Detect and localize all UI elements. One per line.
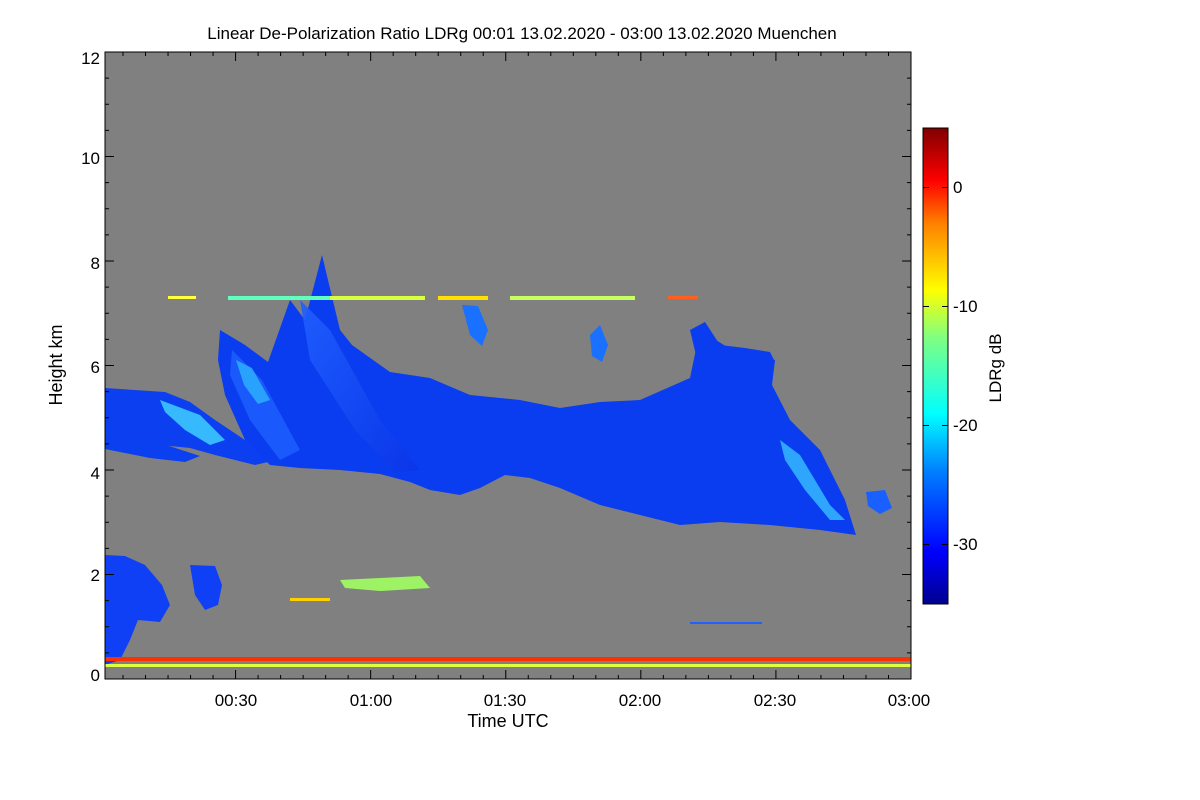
colorbar: 0 -10 -20 -30 LDRg dB <box>922 127 1005 605</box>
y-tick-label: 0 <box>91 666 100 685</box>
feature-patch-6.5km <box>462 305 488 346</box>
colorbar-tick-label: -10 <box>953 297 978 316</box>
feature-thin-layer-segment <box>168 296 196 299</box>
feature-inner-streak-cyan <box>236 360 270 404</box>
colorbar-tick-label: -30 <box>953 535 978 554</box>
feature-thin-layer-segment <box>510 296 635 300</box>
x-tick-label: 01:00 <box>350 691 393 710</box>
feature-right-top-patch <box>690 322 775 372</box>
y-tick-label: 2 <box>91 566 100 585</box>
y-tick-label: 6 <box>91 358 100 377</box>
colorbar-gradient <box>922 127 949 605</box>
feature-near-surface-band-right <box>690 622 762 624</box>
y-axis-title: Height km <box>46 324 66 405</box>
chart-title: Linear De-Polarization Ratio LDRg 00:01 … <box>207 24 836 43</box>
y-tick-label: 12 <box>81 49 100 68</box>
feature-thin-layer-segment <box>438 296 488 300</box>
feature-thin-layer-segment <box>330 296 425 300</box>
y-tick-label: 8 <box>91 254 100 273</box>
colorbar-ticks <box>923 187 948 545</box>
feature-aerosol-layer-1.8km <box>340 576 430 591</box>
y-tick-label: 10 <box>81 149 100 168</box>
feature-boundary-layer-aerosol <box>105 555 170 665</box>
x-axis-title: Time UTC <box>467 711 548 731</box>
feature-early-layer-lower-band <box>105 432 200 462</box>
x-tick-label: 00:30 <box>215 691 258 710</box>
colorbar-tick-label: -20 <box>953 416 978 435</box>
feature-right-edge-streak <box>780 440 845 520</box>
data-features <box>105 255 911 667</box>
plot-area <box>104 51 912 680</box>
feature-small-patch-3.4km <box>866 490 892 514</box>
x-tick-label: 03:00 <box>888 691 931 710</box>
y-tick-label: 4 <box>91 464 100 483</box>
colorbar-tick-label: 0 <box>953 178 962 197</box>
feature-patch-6.5km <box>590 325 608 362</box>
y-axis: 0 2 4 6 8 10 12 Height km <box>46 49 100 685</box>
x-tick-label: 01:30 <box>484 691 527 710</box>
feature-near-surface-band-low <box>105 664 911 667</box>
feature-main-ice-cloud-layer <box>218 255 856 535</box>
feature-near-surface-overlap-band <box>105 657 911 661</box>
feature-early-layer-cyan-streak <box>160 400 225 445</box>
x-tick-label: 02:00 <box>619 691 662 710</box>
feature-thin-layer-segment <box>668 296 698 299</box>
feature-thin-layer-segment <box>228 296 330 300</box>
x-tick-label: 02:30 <box>754 691 797 710</box>
feature-fall-streak-band-1 <box>300 300 420 472</box>
colorbar-title: LDRg dB <box>986 334 1005 403</box>
feature-aerosol-dots <box>290 598 330 601</box>
feature-low-patch <box>190 565 222 610</box>
x-axis: 00:30 01:00 01:30 02:00 02:30 03:00 Time… <box>215 691 931 731</box>
plot-frame <box>104 51 912 680</box>
